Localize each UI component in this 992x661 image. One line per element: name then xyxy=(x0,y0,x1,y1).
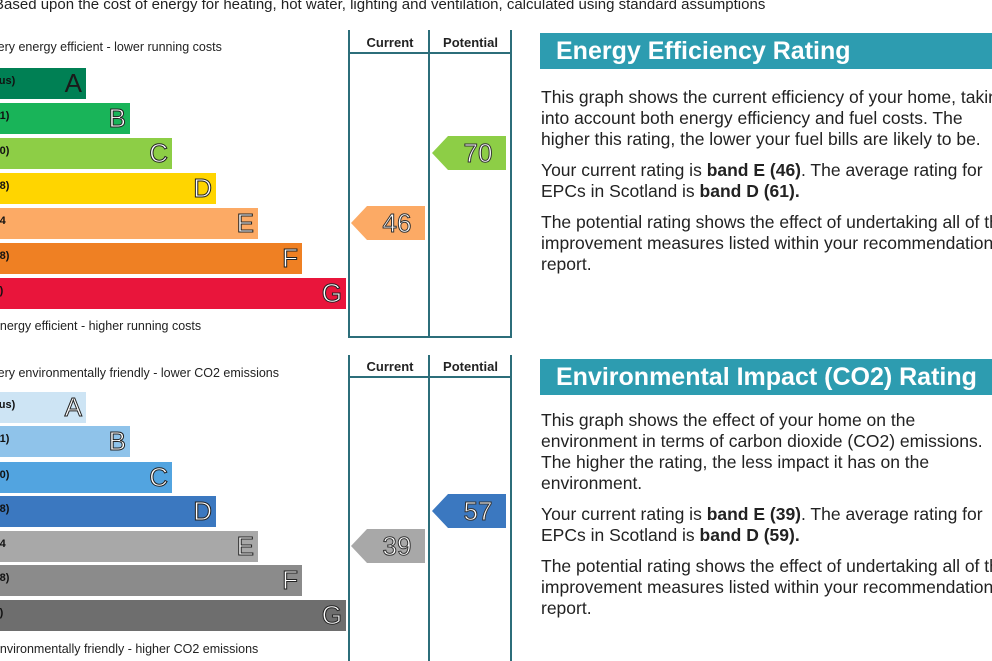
band-range-label: (92 plus) xyxy=(0,399,16,411)
column-header-current: Current xyxy=(366,359,414,374)
chart-bottom-label: Not environmentally friendly - higher CO… xyxy=(0,642,259,656)
current-rating-arrow: 39 xyxy=(351,529,427,563)
band-bar-a: (92 plus) A xyxy=(0,392,86,423)
potential-rating-paragraph: The potential rating shows the effect of… xyxy=(541,556,992,618)
energy-rating-heading: Energy Efficiency Rating xyxy=(540,33,992,69)
band-letter: G xyxy=(321,278,342,308)
band-range-label: (55-68) xyxy=(0,503,10,515)
band-range-label: (1-20) xyxy=(0,285,4,297)
environmental-rating-heading: Environmental Impact (CO2) Rating xyxy=(540,359,992,395)
band-letter: D xyxy=(193,173,213,203)
band-range-label: (69-80) xyxy=(0,469,10,481)
band-bar-f: (21-38) F xyxy=(0,565,302,596)
band-bar-g: (1-20) G xyxy=(0,278,346,309)
band-letter: G xyxy=(321,600,342,630)
band-range-label: (1-20) xyxy=(0,607,4,619)
potential-rating-value: 70 xyxy=(463,138,493,169)
column-header-potential: Potential xyxy=(443,359,498,374)
band-letter: A xyxy=(64,68,82,98)
band-letter: F xyxy=(282,243,299,273)
band-range-label: (81-91) xyxy=(0,110,10,122)
chart-top-label: Very energy efficient - lower running co… xyxy=(0,40,222,54)
column-divider xyxy=(348,355,350,661)
chart-top-label: Very environmentally friendly - lower CO… xyxy=(0,366,279,380)
band-letter: F xyxy=(282,565,299,595)
potential-rating-arrow: 57 xyxy=(432,494,508,528)
environmental-impact-chart: Very environmentally friendly - lower CO… xyxy=(0,355,512,661)
band-bar-e: (39-54 E xyxy=(0,531,258,562)
potential-rating-paragraph: The potential rating shows the effect of… xyxy=(541,212,992,274)
column-divider xyxy=(348,30,350,338)
band-letter: A xyxy=(64,392,82,422)
current-rating-value: 39 xyxy=(382,531,412,562)
column-header-current: Current xyxy=(366,35,414,50)
band-bar-c: (69-80) C xyxy=(0,138,172,169)
band-bar-e: (39-54 E xyxy=(0,208,258,239)
band-range-label: (81-91) xyxy=(0,433,10,445)
band-letter: D xyxy=(193,496,213,526)
description-paragraph: This graph shows the current efficiency … xyxy=(541,87,992,149)
band-bar-a: (92 plus) A xyxy=(0,68,86,99)
band-range-label: (69-80) xyxy=(0,145,10,157)
header-divider xyxy=(348,376,512,378)
chart-bottom-label: Not energy efficient - higher running co… xyxy=(0,319,202,333)
band-range-label: (21-38) xyxy=(0,572,10,584)
column-divider xyxy=(428,355,430,661)
column-header-potential: Potential xyxy=(443,35,498,50)
band-bar-c: (69-80) C xyxy=(0,462,172,493)
potential-rating-value: 57 xyxy=(463,496,493,527)
header-divider xyxy=(348,52,512,54)
band-range-label: (92 plus) xyxy=(0,75,16,87)
band-range-label: (55-68) xyxy=(0,180,10,192)
environmental-rating-description: This graph shows the effect of your home… xyxy=(541,410,992,629)
column-divider xyxy=(510,355,512,661)
potential-rating-arrow: 70 xyxy=(432,136,508,170)
current-rating-paragraph: Your current rating is band E (46). The … xyxy=(541,160,983,201)
band-letter: C xyxy=(149,462,169,492)
band-bar-b: (81-91) B xyxy=(0,103,130,134)
column-divider xyxy=(510,30,512,338)
description-paragraph: This graph shows the effect of your home… xyxy=(541,410,983,493)
band-bar-d: (55-68) D xyxy=(0,496,216,527)
bottom-border xyxy=(348,336,512,338)
band-range-label: (39-54 xyxy=(0,538,6,550)
band-bar-g: (1-20) G xyxy=(0,600,346,631)
energy-rating-description: This graph shows the current efficiency … xyxy=(541,87,992,285)
band-range-label: (39-54 xyxy=(0,215,6,227)
band-bar-b: (81-91) B xyxy=(0,426,130,457)
band-letter: E xyxy=(236,208,254,238)
band-letter: B xyxy=(108,426,126,456)
column-divider xyxy=(428,30,430,338)
current-rating-arrow: 46 xyxy=(351,206,427,240)
band-range-label: (21-38) xyxy=(0,250,10,262)
band-letter: B xyxy=(108,103,126,133)
energy-efficiency-chart: Very energy efficient - lower running co… xyxy=(0,30,512,338)
band-letter: E xyxy=(236,531,254,561)
band-bar-f: (21-38) F xyxy=(0,243,302,274)
header-note: Based upon the cost of energy for heatin… xyxy=(0,0,766,13)
current-rating-paragraph: Your current rating is band E (39). The … xyxy=(541,504,983,545)
band-letter: C xyxy=(149,138,169,168)
current-rating-value: 46 xyxy=(382,208,412,239)
band-bar-d: (55-68) D xyxy=(0,173,216,204)
